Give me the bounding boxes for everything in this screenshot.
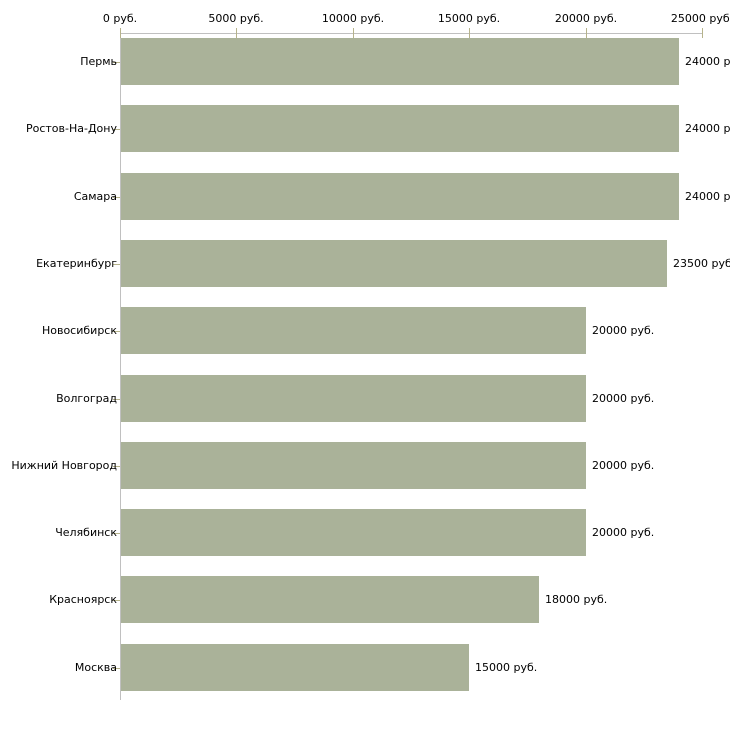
- value-label: 24000 руб.: [685, 55, 730, 68]
- x-axis-line: [120, 33, 703, 34]
- value-label: 20000 руб.: [592, 526, 655, 539]
- bar: [121, 644, 469, 691]
- value-label: 20000 руб.: [592, 459, 655, 472]
- bar: [121, 38, 679, 85]
- category-label: Москва: [74, 661, 117, 674]
- value-label: 23500 руб.: [673, 257, 730, 270]
- x-axis-tick-label: 10000 руб.: [321, 12, 385, 25]
- y-axis-tick: [113, 197, 120, 198]
- category-label: Челябинск: [55, 526, 117, 539]
- x-axis-tick-label: 20000 руб.: [554, 12, 618, 25]
- x-axis-tick-label: 5000 руб.: [208, 12, 264, 25]
- bar: [121, 509, 586, 556]
- bar: [121, 307, 586, 354]
- y-axis-tick: [113, 533, 120, 534]
- bar: [121, 105, 679, 152]
- y-axis-tick: [113, 399, 120, 400]
- bar: [121, 375, 586, 422]
- bar: [121, 173, 679, 220]
- category-label: Красноярск: [49, 593, 117, 606]
- value-label: 20000 руб.: [592, 392, 655, 405]
- category-label: Нижний Новгород: [11, 459, 117, 472]
- x-axis-tick: [120, 28, 121, 38]
- y-axis-tick: [113, 668, 120, 669]
- value-label: 15000 руб.: [475, 661, 538, 674]
- x-axis-tick-label: 15000 руб.: [437, 12, 501, 25]
- category-label: Волгоград: [56, 392, 117, 405]
- x-axis-tick-label: 25000 руб.: [670, 12, 730, 25]
- y-axis-tick: [113, 62, 120, 63]
- x-axis-tick: [586, 28, 587, 38]
- value-label: 20000 руб.: [592, 324, 655, 337]
- value-label: 18000 руб.: [545, 593, 608, 606]
- category-label: Новосибирск: [41, 324, 117, 337]
- bar: [121, 240, 667, 287]
- y-axis-tick: [113, 600, 120, 601]
- category-label: Ростов-На-Дону: [25, 122, 117, 135]
- x-axis-tick: [236, 28, 237, 38]
- value-label: 24000 руб.: [685, 122, 730, 135]
- bar: [121, 442, 586, 489]
- bar: [121, 576, 539, 623]
- y-axis-tick: [113, 466, 120, 467]
- x-axis-tick: [702, 28, 703, 38]
- y-axis-tick: [113, 331, 120, 332]
- category-label: Екатеринбург: [36, 257, 117, 270]
- category-label: Самара: [73, 190, 117, 203]
- y-axis-line: [120, 33, 121, 700]
- value-label: 24000 руб.: [685, 190, 730, 203]
- x-axis-tick: [353, 28, 354, 38]
- category-label: Пермь: [80, 55, 117, 68]
- y-axis-tick: [113, 264, 120, 265]
- x-axis-tick-label: 0 руб.: [102, 12, 138, 25]
- y-axis-tick: [113, 129, 120, 130]
- x-axis-tick: [469, 28, 470, 38]
